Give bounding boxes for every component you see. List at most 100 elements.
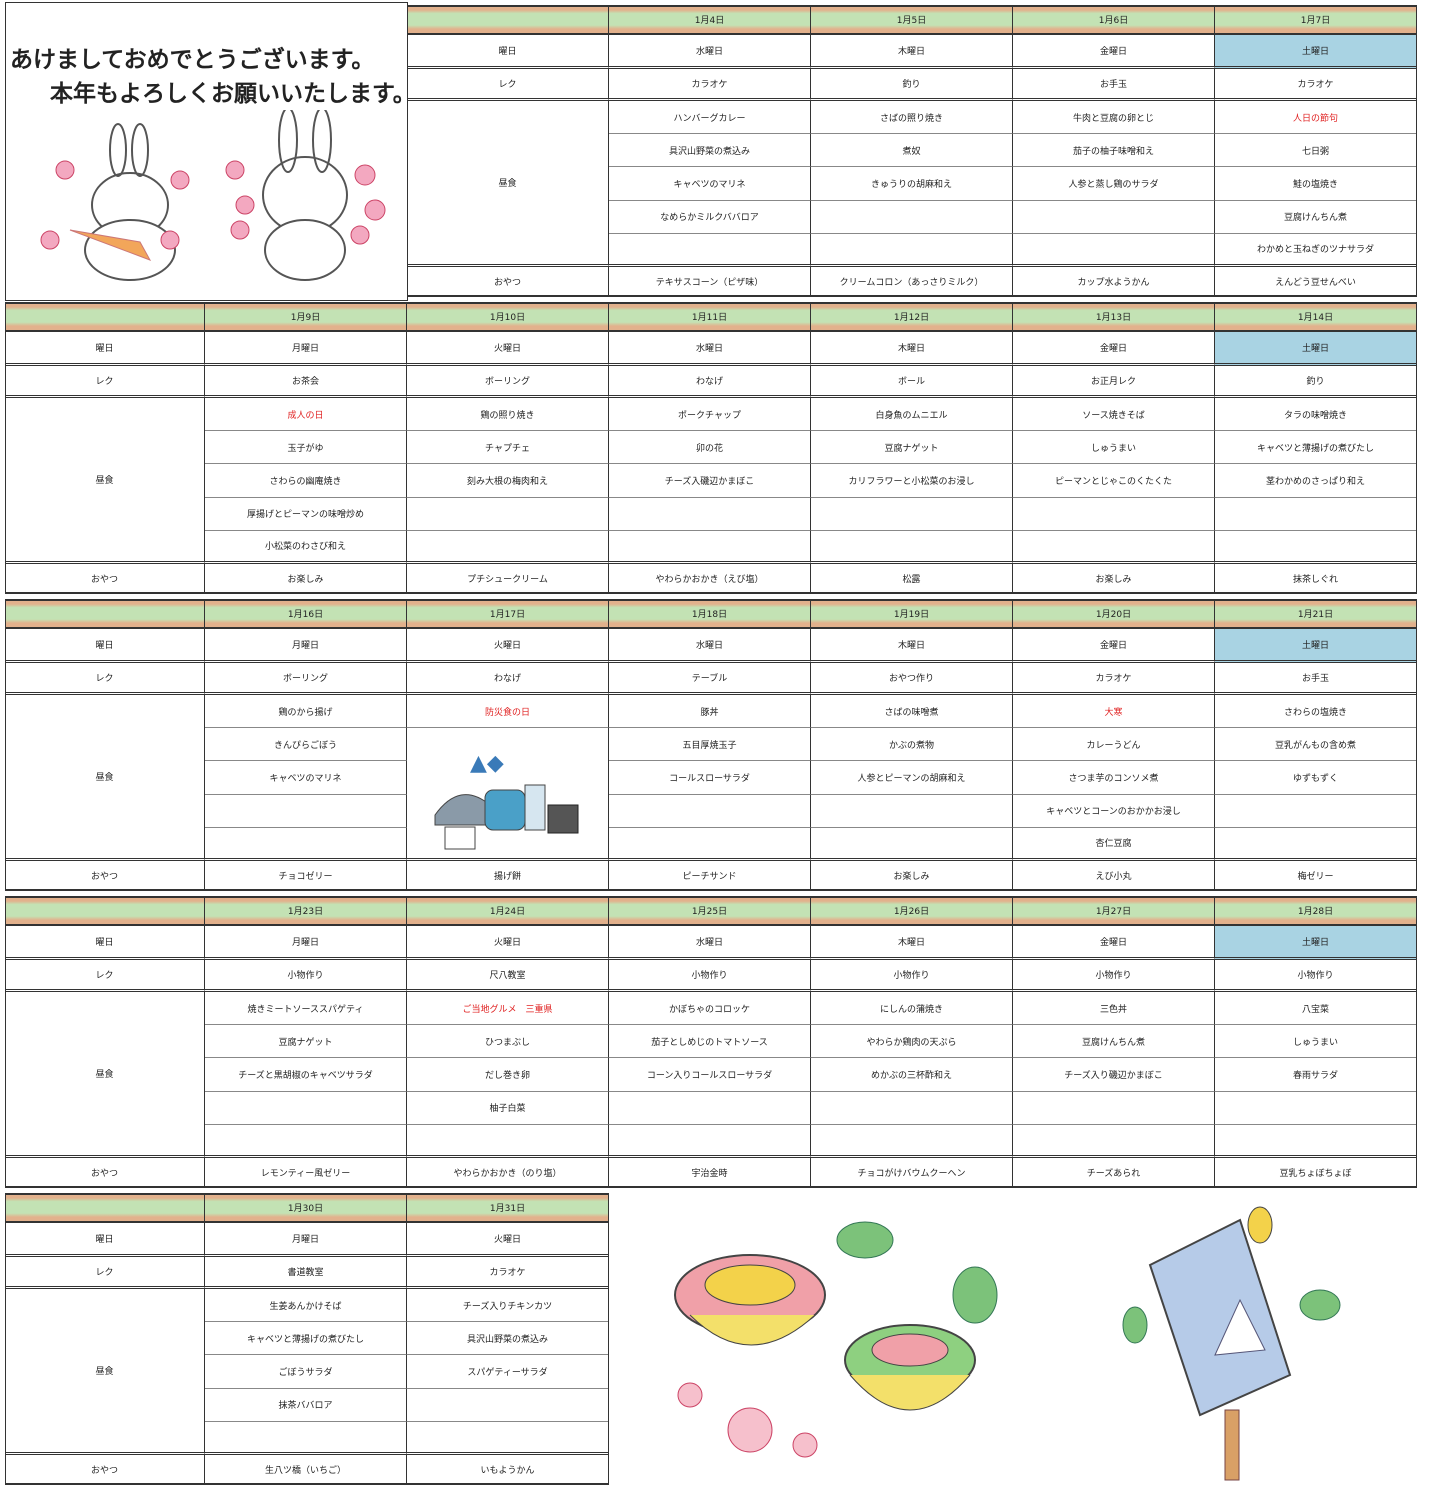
date: 1月26日: [811, 896, 1013, 926]
lunch-item: キャベツと薄揚げの煮びたし: [205, 1322, 407, 1356]
disaster-kit-illustration: ▲◆: [434, 751, 579, 850]
weekday: 火曜日: [407, 332, 609, 366]
lunch-item: やわらか鶏肉の天ぷら: [811, 1025, 1013, 1059]
lunch-item: カレーうどん: [1013, 728, 1215, 762]
greeting-line: 本年もよろしくお願いいたします。: [50, 81, 416, 107]
lunch-item: ハンバーグカレー: [609, 101, 811, 135]
recreation: わなげ: [609, 366, 811, 398]
lunch-item: [1013, 530, 1215, 564]
lunch-item: [1013, 497, 1215, 531]
weekday-label: 曜日: [5, 629, 205, 663]
recreation: ボーリング: [205, 663, 407, 695]
lunch-item: [205, 1124, 407, 1158]
lunch-item: 焼きミートソーススパゲティ: [205, 992, 407, 1026]
lunch-item: [407, 530, 609, 564]
lunch-item: [1013, 233, 1215, 267]
lunch-item: 豆腐けんちん煮: [1013, 1025, 1215, 1059]
weekday-label: 曜日: [407, 35, 609, 69]
weekday-label: 曜日: [5, 1223, 205, 1257]
date: 1月12日: [811, 302, 1013, 332]
rec-label: レク: [407, 69, 609, 101]
lunch-item: 人参とピーマンの胡麻和え: [811, 761, 1013, 795]
lunch-item: 茄子の柚子味噌和え: [1013, 134, 1215, 168]
weekday: 水曜日: [609, 926, 811, 960]
event: 大寒: [1013, 695, 1215, 729]
lunch-item: 鶏の照り焼き: [407, 398, 609, 432]
lunch-item: 鶏のから揚げ: [205, 695, 407, 729]
lunch-item: 豚丼: [609, 695, 811, 729]
lunch-image-area: [407, 728, 609, 861]
weekday: 土曜日: [1215, 332, 1417, 366]
lunch-item: [811, 827, 1013, 861]
lunch-item: [205, 1091, 407, 1125]
weekday: 水曜日: [609, 332, 811, 366]
recreation: わなげ: [407, 663, 609, 695]
weekday: 金曜日: [1013, 332, 1215, 366]
week-frame: [5, 599, 1417, 891]
date: 1月5日: [811, 5, 1013, 35]
weekday: 月曜日: [205, 926, 407, 960]
weekday: 月曜日: [205, 629, 407, 663]
date: 1月9日: [205, 302, 407, 332]
lunch-item: ひつまぶし: [407, 1025, 609, 1059]
lunch-item: [1013, 1091, 1215, 1125]
lunch-item: [609, 233, 811, 267]
recreation: 小物作り: [811, 960, 1013, 992]
lunch-item: 具沢山野菜の煮込み: [609, 134, 811, 168]
lunch-item: さばの味噌煮: [811, 695, 1013, 729]
lunch-item: ポークチャップ: [609, 398, 811, 432]
lunch-item: [1013, 1124, 1215, 1158]
lunch-item: 玉子がゆ: [205, 431, 407, 465]
lunch-item: にしんの蒲焼き: [811, 992, 1013, 1026]
lunch-item: チャプチェ: [407, 431, 609, 465]
date: 1月23日: [205, 896, 407, 926]
lunch-item: 豆腐ナゲット: [205, 1025, 407, 1059]
date: 1月11日: [609, 302, 811, 332]
weekday: 土曜日: [1215, 35, 1417, 69]
date: 1月27日: [1013, 896, 1215, 926]
recreation: 尺八教室: [407, 960, 609, 992]
weekday: 金曜日: [1013, 629, 1215, 663]
lunch-item: なめらかミルクババロア: [609, 200, 811, 234]
lunch-item: ピーマンとじゃこのくたくた: [1013, 464, 1215, 498]
lunch-item: コールスローサラダ: [609, 761, 811, 795]
date: 1月24日: [407, 896, 609, 926]
lunch-item: [609, 827, 811, 861]
disaster-glyph: ▲◆: [470, 751, 504, 776]
lunch-item: ごぼうサラダ: [205, 1355, 407, 1389]
lunch-item: さばの照り焼き: [811, 101, 1013, 135]
date-row-label: [5, 599, 205, 629]
lunch-item: [205, 827, 407, 861]
lunch-item: キャベツのマリネ: [609, 167, 811, 201]
weekday-label: 曜日: [5, 332, 205, 366]
lunch-item: キャベツとコーンのおかかお浸し: [1013, 794, 1215, 828]
lunch-item: [811, 794, 1013, 828]
weekday: 月曜日: [205, 332, 407, 366]
lunch-item: 人参と蒸し鶏のサラダ: [1013, 167, 1215, 201]
event: 成人の日: [205, 398, 407, 432]
weekday: 土曜日: [1215, 629, 1417, 663]
weekday: 月曜日: [205, 1223, 407, 1257]
event: 防災食の日: [407, 695, 609, 729]
lunch-item: めかぶの三杯酢和え: [811, 1058, 1013, 1092]
lunch-item: [811, 233, 1013, 267]
weekday: 水曜日: [609, 35, 811, 69]
recreation: テーブル: [609, 663, 811, 695]
lunch-item: [811, 497, 1013, 531]
date: 1月13日: [1013, 302, 1215, 332]
recreation: 小物作り: [205, 960, 407, 992]
lunch-item: 厚揚げとピーマンの味噌炒め: [205, 497, 407, 531]
rec-label: レク: [5, 366, 205, 398]
lunch-item: 小松菜のわさび和え: [205, 530, 407, 564]
week-frame: [5, 1193, 609, 1485]
lunch-item: 三色丼: [1013, 992, 1215, 1026]
lunch-item: [205, 1421, 407, 1455]
lunch-item: 杏仁豆腐: [1013, 827, 1215, 861]
recreation: 小物作り: [1013, 960, 1215, 992]
lunch-item: さわらの幽庵焼き: [205, 464, 407, 498]
weekday: 木曜日: [811, 35, 1013, 69]
lunch-item: [609, 1124, 811, 1158]
date: 1月17日: [407, 599, 609, 629]
lunch-item: 牛肉と豆腐の卵とじ: [1013, 101, 1215, 135]
lunch-item: 白身魚のムニエル: [811, 398, 1013, 432]
